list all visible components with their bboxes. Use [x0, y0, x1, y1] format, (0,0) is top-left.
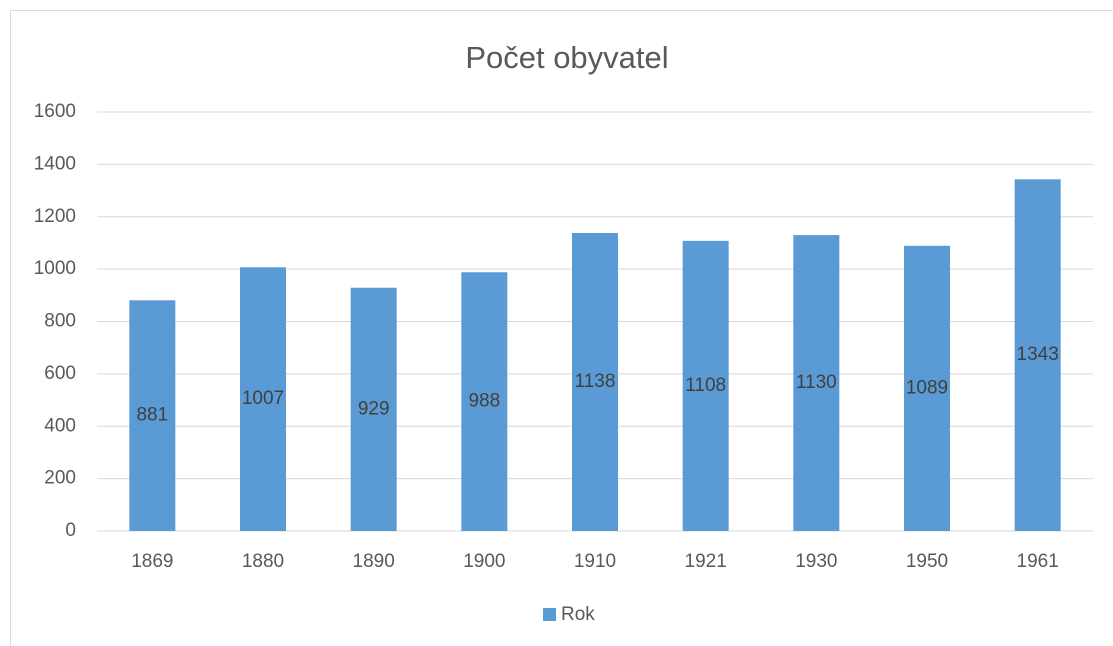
bar [793, 235, 840, 532]
y-tick-label: 200 [44, 468, 76, 489]
y-tick-label: 1200 [34, 206, 76, 227]
bar [129, 300, 176, 531]
bar [904, 245, 950, 532]
bar [240, 267, 286, 531]
legend-swatch [543, 608, 556, 621]
bar [1014, 179, 1061, 531]
legend-label: Rok [561, 604, 595, 625]
data-label: 1343 [1017, 344, 1059, 365]
y-tick-label: 800 [44, 311, 76, 332]
y-tick-label: 1000 [34, 258, 76, 279]
data-label: 1108 [685, 375, 726, 396]
data-label: 1130 [796, 372, 837, 393]
chart-title: Počet obyvatel [465, 40, 668, 75]
x-tick-label: 1880 [242, 551, 284, 572]
bar [682, 240, 729, 531]
y-tick-label: 400 [44, 415, 76, 436]
y-tick-label: 1600 [34, 101, 76, 122]
x-tick-label: 1950 [906, 551, 948, 572]
bar [350, 287, 397, 531]
data-label: 1138 [575, 371, 616, 392]
x-tick-label: 1869 [131, 551, 173, 572]
data-label: 1089 [906, 377, 948, 398]
y-tick-label: 0 [65, 520, 76, 541]
bar [572, 232, 618, 531]
y-tick-label: 600 [44, 363, 76, 384]
data-label: 881 [136, 405, 168, 426]
x-tick-label: 1930 [795, 551, 837, 572]
data-label: 929 [358, 398, 390, 419]
x-tick-label: 1890 [353, 551, 395, 572]
data-label: 988 [468, 391, 500, 412]
x-tick-label: 1900 [463, 551, 505, 572]
y-tick-label: 1400 [34, 153, 76, 174]
x-tick-label: 1910 [574, 551, 616, 572]
x-tick-label: 1921 [685, 551, 727, 572]
data-label: 1007 [242, 388, 284, 409]
x-tick-label: 1961 [1017, 551, 1059, 572]
bar [461, 272, 508, 531]
